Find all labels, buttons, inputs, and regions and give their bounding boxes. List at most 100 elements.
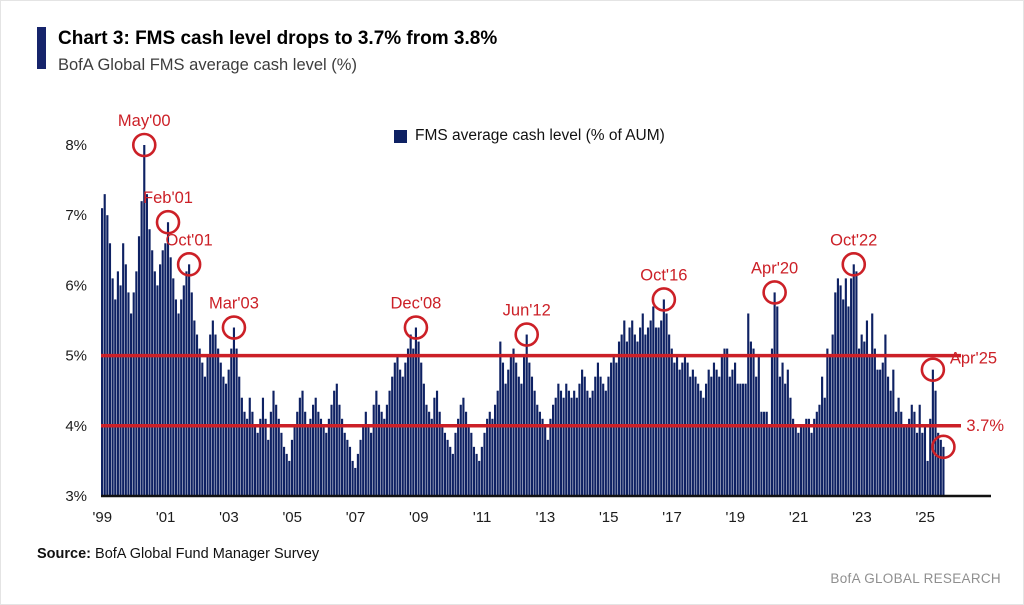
bar xyxy=(581,369,584,496)
bar xyxy=(441,425,444,496)
bar xyxy=(728,376,731,496)
bar xyxy=(417,341,420,496)
bar xyxy=(826,348,829,496)
bar xyxy=(894,411,898,496)
bar xyxy=(821,376,824,496)
bar xyxy=(710,376,713,496)
bar xyxy=(188,264,191,496)
bar xyxy=(119,285,122,496)
bar xyxy=(103,194,106,496)
bar xyxy=(823,397,826,496)
bar xyxy=(520,383,523,496)
annotation-circle xyxy=(221,315,247,340)
bar xyxy=(836,278,839,496)
annotation-label: Oct'22 xyxy=(830,231,877,249)
x-tick-label: '01 xyxy=(156,509,176,526)
bar xyxy=(530,376,534,496)
bar xyxy=(462,397,465,496)
bar xyxy=(151,250,154,496)
bar xyxy=(570,397,573,496)
bar xyxy=(886,376,890,496)
bar xyxy=(470,432,473,496)
bar xyxy=(267,439,270,496)
bar xyxy=(214,334,217,496)
annotation-label: 3.7% xyxy=(966,417,1004,435)
bar xyxy=(380,411,383,496)
bar xyxy=(391,376,394,496)
bar xyxy=(942,446,945,496)
bar xyxy=(201,362,204,496)
annotation-circle xyxy=(403,315,429,340)
bar xyxy=(892,369,895,496)
bar xyxy=(842,299,845,496)
bar xyxy=(449,446,452,496)
bar xyxy=(193,320,196,496)
bar xyxy=(525,334,528,496)
bar xyxy=(625,341,628,496)
bar xyxy=(654,327,658,496)
bar xyxy=(546,439,549,496)
bar xyxy=(929,418,932,496)
chart-area: FMS average cash level (% of AUM) 3% 4% 5%… xyxy=(1,99,1023,544)
bar xyxy=(135,271,138,496)
bar xyxy=(362,425,365,496)
bar xyxy=(736,383,739,496)
bar xyxy=(847,306,850,496)
bar xyxy=(377,404,381,496)
bar xyxy=(850,278,853,496)
bar xyxy=(127,292,130,496)
annotation-label: Apr'20 xyxy=(751,259,798,277)
bar xyxy=(446,439,449,496)
bar xyxy=(367,425,370,496)
bar xyxy=(670,348,673,496)
bar xyxy=(752,348,755,496)
bar xyxy=(617,341,621,496)
bar xyxy=(438,411,441,496)
chart-subtitle: BofA Global FMS average cash level (%) xyxy=(58,55,357,74)
bar xyxy=(488,411,491,496)
bar xyxy=(739,383,742,496)
bar xyxy=(673,362,676,496)
bar xyxy=(493,404,497,496)
bar xyxy=(341,418,344,496)
legend-swatch-icon xyxy=(394,129,407,143)
annotation-circle xyxy=(514,322,540,347)
chart-title: Chart 3: FMS cash level drops to 3.7% fr… xyxy=(58,28,498,49)
bar xyxy=(515,362,518,496)
bar xyxy=(900,411,903,496)
bar xyxy=(860,334,863,496)
bar xyxy=(166,222,170,496)
annotation-circle xyxy=(176,252,202,277)
bar xyxy=(797,432,800,496)
bar xyxy=(802,425,805,496)
bar xyxy=(259,418,262,496)
annotation-circle xyxy=(841,252,867,277)
bar xyxy=(879,369,882,496)
bar xyxy=(770,348,774,496)
bar xyxy=(277,418,280,496)
bar xyxy=(491,418,494,496)
annotation-circle xyxy=(920,357,946,382)
chart-header: Chart 3: FMS cash level drops to 3.7% fr… xyxy=(37,27,497,75)
bar xyxy=(747,313,750,496)
bar xyxy=(768,425,771,496)
bar xyxy=(786,369,789,496)
bar xyxy=(253,425,257,496)
annotation-circle xyxy=(155,209,181,235)
bar xyxy=(718,376,721,496)
bar xyxy=(190,292,193,496)
bar xyxy=(282,446,286,496)
bar xyxy=(607,376,610,496)
bar xyxy=(156,285,159,496)
bar xyxy=(314,397,317,496)
bar xyxy=(153,271,156,496)
bar xyxy=(544,425,547,496)
bar xyxy=(810,432,813,496)
bar xyxy=(246,418,249,496)
bar xyxy=(591,390,594,496)
bar xyxy=(865,320,869,496)
bar xyxy=(348,446,352,496)
bar xyxy=(393,362,396,496)
bar xyxy=(399,369,402,496)
bar xyxy=(174,299,177,496)
